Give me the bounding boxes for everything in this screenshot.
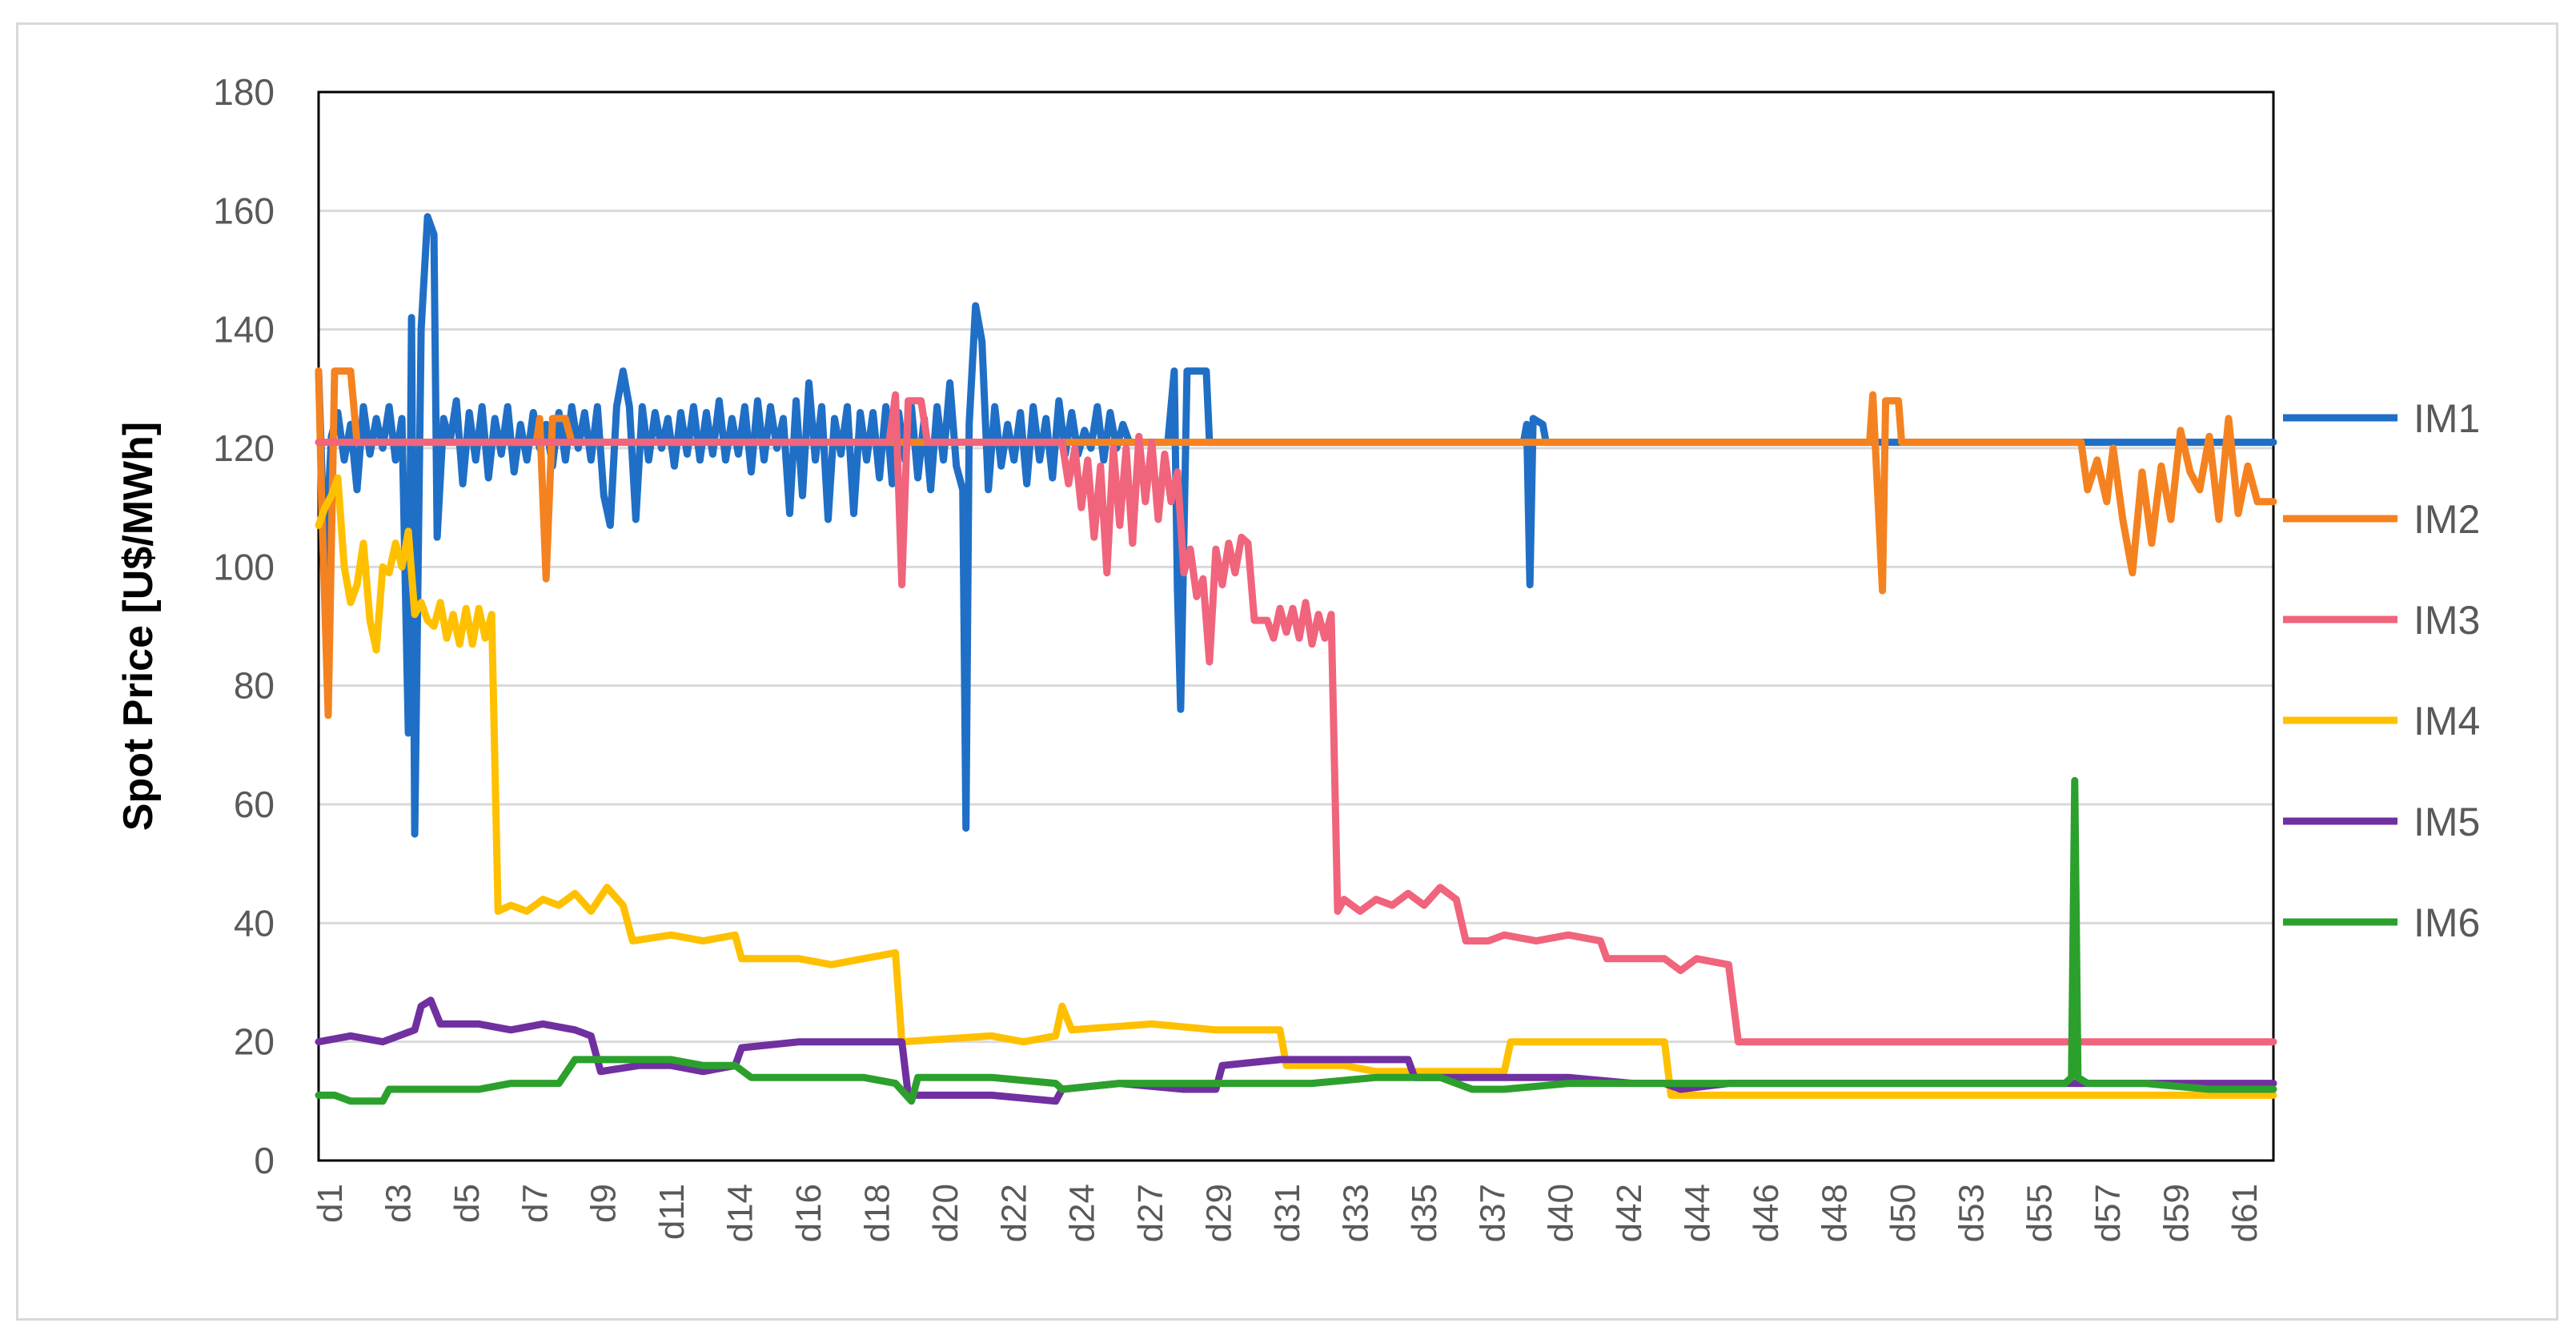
y-tick-label: 60 <box>234 784 275 825</box>
plot-area-border <box>317 90 2275 1162</box>
legend-label-im4: IM4 <box>2413 699 2480 744</box>
series-line-im3 <box>315 391 2277 1046</box>
x-tick-label: d57 <box>2088 1184 2128 1242</box>
x-tick-label: d20 <box>926 1184 965 1242</box>
y-tick-label: 80 <box>234 665 275 707</box>
x-tick-label: d61 <box>2225 1184 2265 1242</box>
legend-label-im5: IM5 <box>2413 800 2480 844</box>
x-tick-label: d24 <box>1063 1184 1102 1242</box>
x-axis-ticks: d1 d3 d5 d7 d9 d11 d14 d16 d18 d20 d22 d24 d27 d29 d31… <box>311 1184 2265 1242</box>
x-tick-label: d40 <box>1542 1184 1581 1242</box>
x-tick-label: d55 <box>2020 1184 2060 1242</box>
y-tick-label: 120 <box>213 427 275 469</box>
series-line-im6 <box>315 776 2277 1105</box>
legend: IM1 IM2 IM3 IM4 IM5 IM6 <box>2283 396 2480 945</box>
x-tick-label: d59 <box>2157 1184 2197 1242</box>
x-tick-label: d46 <box>1747 1184 1786 1242</box>
x-tick-label: d14 <box>721 1184 760 1242</box>
x-tick-label: d42 <box>1610 1184 1649 1242</box>
y-tick-label: 40 <box>234 902 275 944</box>
x-tick-label: d11 <box>652 1184 692 1240</box>
x-tick-label: d9 <box>584 1184 624 1223</box>
chart-frame <box>16 22 2558 1321</box>
x-tick-label: d48 <box>1815 1184 1854 1242</box>
series-layer <box>315 213 2277 1105</box>
x-tick-label: d1 <box>311 1184 350 1223</box>
x-tick-label: d33 <box>1336 1184 1375 1242</box>
x-tick-label: d7 <box>516 1184 555 1223</box>
x-tick-label: d29 <box>1200 1184 1239 1242</box>
y-axis-label: Spot Price [U$/MWh] <box>115 422 162 831</box>
x-tick-label: d5 <box>447 1184 487 1223</box>
series-line-im4 <box>315 474 2277 1099</box>
x-tick-label: d27 <box>1131 1184 1170 1242</box>
x-tick-label: d37 <box>1473 1184 1512 1242</box>
x-tick-label: d16 <box>789 1184 829 1242</box>
grid-lines <box>319 90 2273 1044</box>
series-line-im2 <box>315 367 2277 720</box>
x-tick-label: d31 <box>1268 1184 1307 1242</box>
x-tick-label: d50 <box>1884 1184 1923 1242</box>
x-tick-label: d35 <box>1405 1184 1444 1242</box>
legend-label-im6: IM6 <box>2413 900 2480 945</box>
legend-label-im2: IM2 <box>2413 497 2480 542</box>
y-tick-label: 160 <box>213 190 275 231</box>
x-tick-label: d53 <box>1952 1184 1991 1242</box>
x-tick-label: d22 <box>994 1184 1033 1242</box>
y-tick-label: 100 <box>213 546 275 587</box>
legend-label-im3: IM3 <box>2413 598 2480 643</box>
series-line-im1 <box>315 213 2277 838</box>
y-tick-label: 0 <box>254 1140 275 1181</box>
y-tick-label: 180 <box>213 71 275 113</box>
legend-label-im1: IM1 <box>2413 396 2480 441</box>
y-axis-ticks: 0 20 40 60 80 100 120 140 160 180 <box>213 71 275 1181</box>
x-tick-label: d44 <box>1679 1184 1718 1242</box>
y-tick-label: 140 <box>213 309 275 351</box>
x-tick-label: d3 <box>379 1184 418 1223</box>
x-tick-label: d18 <box>857 1184 897 1242</box>
y-tick-label: 20 <box>234 1021 275 1063</box>
